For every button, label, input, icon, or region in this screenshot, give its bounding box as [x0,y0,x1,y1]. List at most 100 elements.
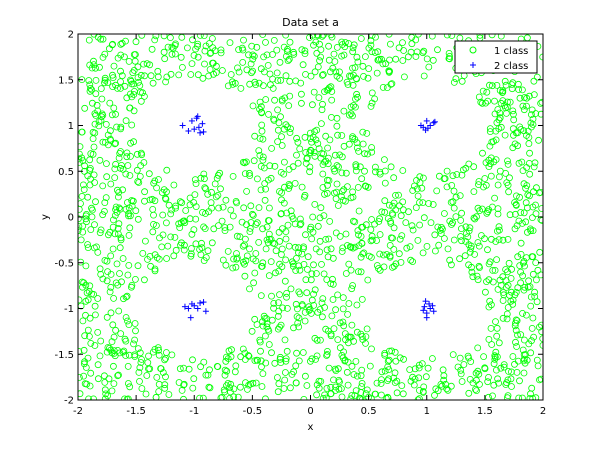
class-1-point [99,138,107,146]
class-1-point [352,357,360,365]
class-1-point [84,326,92,334]
class-1-point [512,326,520,334]
class-1-point [89,135,97,143]
class-1-point [308,138,316,146]
class-1-point [353,90,361,98]
class-1-point [529,121,537,128]
class-1-point [533,73,541,81]
class-1-point [175,379,183,386]
class-1-point [428,355,436,362]
class-1-point [399,390,407,398]
class-1-point [319,170,327,178]
class-1-point [484,246,491,254]
class-1-point [486,125,494,133]
class-1-point [115,204,123,212]
class-1-point [131,275,139,283]
class-1-point [485,373,492,381]
class-1-point [440,235,448,242]
class-1-point [512,288,520,296]
class-1-point [118,161,125,169]
class-1-point [115,154,123,162]
class-1-point [110,104,118,112]
class-1-point [154,73,162,81]
class-2-point [191,126,198,133]
class-2-point [188,117,195,124]
class-1-point [109,71,116,79]
class-1-point [109,321,117,329]
class-1-point [406,366,414,374]
class-1-point [292,267,300,274]
class-1-point [502,283,510,291]
class-1-point [123,292,131,300]
class-1-point [285,55,293,63]
class-1-point [253,321,261,328]
class-1-point [155,176,162,183]
class-1-point [89,99,96,107]
class-1-point [368,216,376,223]
class-1-point [391,379,399,387]
class-1-point [326,68,334,76]
class-1-point [285,185,293,192]
class-1-point [218,393,226,400]
class-1-point [349,282,357,289]
class-1-point [260,53,268,61]
class-1-point [502,110,510,117]
class-1-point [162,195,170,203]
class-1-point [254,356,262,364]
class-1-point [318,260,325,268]
class-1-point [83,218,90,226]
class-1-point [447,261,455,269]
class-1-point [344,339,352,347]
class-2-point [185,305,192,312]
class-1-point [359,62,367,70]
class-1-point [89,206,96,214]
class-1-point [493,119,501,127]
class-1-point [334,336,342,344]
class-1-point [475,370,483,378]
class-1-point [210,70,218,78]
class-1-point [134,74,142,81]
class-1-point [440,210,448,217]
class-1-point [300,243,308,251]
class-1-point [375,265,382,272]
class-1-point [258,127,266,135]
class-1-point [98,113,105,121]
class-1-point [188,230,196,238]
class-1-point [484,97,492,105]
class-1-point [526,395,534,400]
class-1-point [397,212,405,220]
class-1-point [461,252,469,260]
class-1-point [362,390,370,398]
class-1-point [312,270,320,277]
class-1-point [119,165,127,173]
class-2-point [181,303,188,310]
class-1-point [349,48,357,56]
class-1-point [151,36,159,44]
class-1-point [282,72,290,80]
class-1-point [265,272,273,280]
class-1-point [363,386,371,394]
class-1-point [510,110,517,118]
class-1-point [512,338,519,346]
class-1-point [300,193,308,201]
class-1-point [259,322,267,330]
class-1-point [215,204,223,212]
class-1-point [519,102,527,110]
class-1-point [399,167,407,174]
class-1-point [367,237,375,245]
class-1-point [80,346,88,354]
class-1-point [517,209,524,216]
class-1-point [235,68,243,76]
class-1-point [340,186,348,194]
class-1-point [419,249,427,257]
class-1-point [355,207,363,215]
class-1-point [377,376,385,384]
class-1-point [295,262,303,270]
x-tick-label: 2 [540,406,546,417]
class-1-point [527,293,535,301]
class-1-point [117,236,125,244]
class-1-point [517,268,524,276]
class-1-point [289,163,297,171]
class-1-point [239,59,247,66]
class-1-point [191,191,199,199]
